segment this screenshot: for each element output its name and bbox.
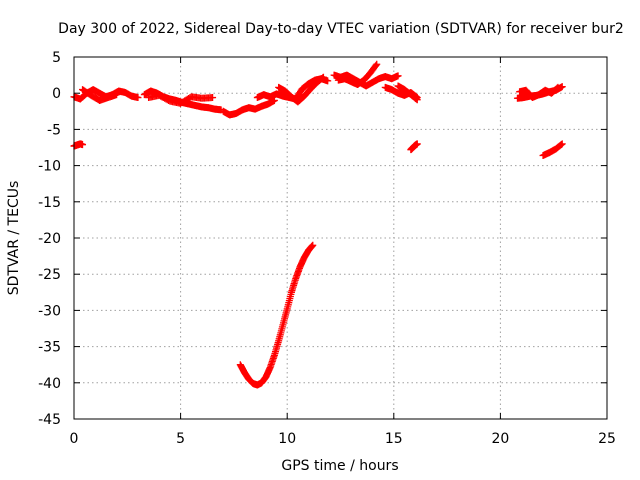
series-arc-11 — [334, 60, 381, 89]
data-point — [554, 83, 562, 91]
series-arc-3 — [70, 140, 87, 150]
x-tick-label: 10 — [278, 431, 296, 447]
y-tick-label: -20 — [38, 231, 61, 247]
y-axis-label: SDTVAR / TECUs — [6, 181, 22, 296]
data-point — [324, 77, 332, 85]
y-tick-label: -40 — [38, 376, 61, 392]
data-point — [394, 72, 402, 80]
data-point — [373, 60, 381, 68]
data-point — [558, 83, 566, 91]
series-arc-2 — [79, 86, 121, 104]
y-tick-label: 0 — [52, 86, 61, 102]
data-point — [413, 140, 421, 148]
data-layer — [70, 60, 566, 389]
series-arc-1 — [70, 86, 142, 103]
series-arc-9 — [236, 241, 317, 389]
series-arc-13 — [394, 82, 421, 104]
y-tick-label: -30 — [38, 303, 61, 319]
y-tick-label: -5 — [47, 122, 61, 138]
data-point — [79, 141, 87, 149]
chart-title: Day 300 of 2022, Sidereal Day-to-day VTE… — [58, 21, 624, 37]
data-point — [552, 85, 560, 93]
x-tick-label: 5 — [176, 431, 185, 447]
data-point — [553, 84, 561, 92]
y-tick-label: 5 — [52, 50, 61, 66]
series-arc-16 — [516, 83, 562, 102]
series-arc-14 — [407, 140, 421, 154]
data-point — [113, 91, 121, 99]
series-arc-17 — [539, 140, 566, 159]
series-arc-6 — [219, 96, 278, 119]
y-tick-label: -45 — [38, 412, 61, 428]
y-tick-label: -25 — [38, 267, 61, 283]
data-point — [372, 61, 380, 69]
grid-layer — [74, 57, 607, 419]
data-point — [209, 94, 217, 102]
x-axis-label: GPS time / hours — [281, 458, 398, 474]
data-point — [319, 73, 327, 81]
data-point — [134, 94, 142, 102]
y-tick-label: -15 — [38, 195, 61, 211]
x-tick-label: 0 — [70, 431, 79, 447]
data-point — [413, 96, 421, 104]
data-point — [309, 241, 317, 249]
series-arc-8 — [275, 73, 327, 106]
x-tick-label: 25 — [598, 431, 616, 447]
y-tick-label: -10 — [38, 159, 61, 175]
y-tick-label: -35 — [38, 340, 61, 356]
x-tick-label: 20 — [491, 431, 509, 447]
series-arc-5 — [145, 91, 217, 107]
tick-layer: 0 5 10 15 20 25 5 0 -5 -10 -15 -20 -25 -30 -35 -40 -45 — [38, 50, 616, 447]
x-tick-label: 15 — [385, 431, 403, 447]
data-point — [558, 140, 566, 148]
